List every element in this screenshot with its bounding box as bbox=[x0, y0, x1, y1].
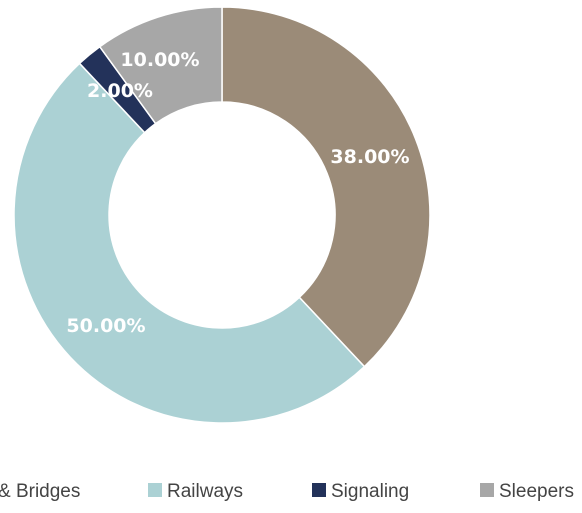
legend-label-tunnels-bridges: & Bridges bbox=[0, 481, 80, 502]
legend-label-sleepers: Sleepers bbox=[499, 481, 574, 502]
legend-item-signaling[interactable]: Signaling bbox=[312, 481, 409, 502]
legend: & Bridges Railways Signaling Sleepers bbox=[0, 481, 574, 502]
slice-tunnels-bridges[interactable] bbox=[221, 6, 431, 368]
legend-item-tunnels-bridges[interactable]: & Bridges bbox=[0, 481, 80, 502]
data-label-tunnels-bridges: 38.00% bbox=[330, 146, 409, 168]
legend-item-railways[interactable]: Railways bbox=[148, 481, 243, 502]
legend-item-sleepers[interactable]: Sleepers bbox=[480, 481, 574, 502]
slice-sleepers[interactable] bbox=[98, 6, 223, 125]
data-label-railways: 50.00% bbox=[66, 315, 145, 337]
legend-label-railways: Railways bbox=[167, 481, 243, 502]
legend-label-signaling: Signaling bbox=[331, 481, 409, 502]
data-label-signaling: 2.00% bbox=[87, 80, 153, 102]
legend-swatch-sleepers bbox=[480, 483, 494, 497]
data-label-sleepers: 10.00% bbox=[120, 49, 199, 71]
legend-swatch-signaling bbox=[312, 483, 326, 497]
slice-labels-group: 38.00% 50.00% 2.00% 10.00% bbox=[66, 49, 409, 337]
slices-group bbox=[13, 6, 431, 424]
slice-railways[interactable] bbox=[13, 62, 366, 424]
legend-swatch-railways bbox=[148, 483, 162, 497]
